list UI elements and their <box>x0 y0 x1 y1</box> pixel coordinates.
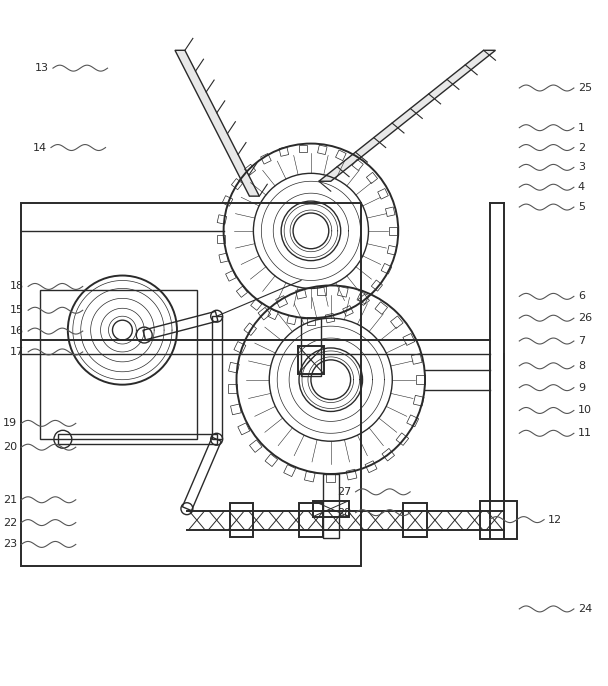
Bar <box>403 333 415 346</box>
Bar <box>40 290 197 439</box>
Text: 20: 20 <box>3 442 17 452</box>
Bar <box>389 227 397 235</box>
Bar <box>407 415 419 427</box>
Text: 6: 6 <box>578 292 585 301</box>
Text: 3: 3 <box>578 163 585 172</box>
Bar <box>284 464 295 477</box>
Text: 26: 26 <box>578 314 592 323</box>
Bar <box>58 434 216 445</box>
Bar <box>222 196 233 206</box>
Bar <box>403 503 427 537</box>
Bar <box>265 454 278 466</box>
Bar <box>382 449 395 461</box>
Text: 28: 28 <box>337 508 351 518</box>
Bar <box>216 235 224 243</box>
Bar <box>275 296 288 307</box>
Text: 10: 10 <box>578 405 592 416</box>
Bar <box>413 395 424 406</box>
Text: 5: 5 <box>578 202 585 212</box>
Bar <box>480 501 517 539</box>
Bar <box>357 292 369 304</box>
Bar <box>305 471 315 482</box>
Bar <box>279 147 289 156</box>
Text: 27: 27 <box>337 487 351 497</box>
Text: 19: 19 <box>3 418 17 428</box>
Bar <box>237 286 247 297</box>
Bar <box>381 263 392 274</box>
Text: 23: 23 <box>3 539 17 549</box>
Bar <box>325 314 335 323</box>
Bar <box>299 503 323 537</box>
Bar <box>230 503 254 537</box>
Bar <box>416 375 424 384</box>
Bar <box>358 294 370 305</box>
Bar <box>244 323 257 335</box>
Text: 21: 21 <box>3 495 17 505</box>
Text: 22: 22 <box>3 518 17 528</box>
Polygon shape <box>175 50 260 196</box>
Text: 14: 14 <box>33 143 47 152</box>
Bar <box>287 315 296 324</box>
Bar <box>337 287 348 297</box>
Bar <box>336 150 346 161</box>
Bar <box>21 203 361 566</box>
Text: 25: 25 <box>578 83 592 93</box>
Bar <box>396 433 409 445</box>
Text: 7: 7 <box>578 336 585 346</box>
Bar <box>298 346 324 374</box>
Text: 16: 16 <box>10 326 24 336</box>
Text: 8: 8 <box>578 361 585 371</box>
Bar <box>229 362 239 373</box>
Bar <box>385 207 395 217</box>
Bar <box>261 154 271 164</box>
Bar <box>371 280 382 291</box>
Text: 9: 9 <box>578 383 585 392</box>
Bar <box>352 159 363 170</box>
Bar <box>326 473 335 482</box>
Bar <box>412 353 422 364</box>
Text: 13: 13 <box>35 63 49 73</box>
Bar <box>313 501 348 517</box>
Bar <box>228 384 237 393</box>
Bar <box>367 172 378 183</box>
Bar <box>390 316 403 329</box>
Bar <box>219 253 229 263</box>
Text: 4: 4 <box>578 182 585 192</box>
Bar <box>226 270 236 281</box>
Bar <box>250 299 262 310</box>
Text: 2: 2 <box>578 143 585 152</box>
Bar <box>217 215 227 224</box>
Bar <box>343 305 353 316</box>
Polygon shape <box>319 50 496 181</box>
Bar <box>375 302 387 314</box>
Bar <box>244 164 255 176</box>
Bar <box>301 318 321 376</box>
Bar <box>295 288 306 299</box>
Text: 24: 24 <box>578 604 592 614</box>
Bar <box>307 317 315 325</box>
Text: 1: 1 <box>578 123 585 132</box>
Bar <box>232 178 243 190</box>
Bar <box>317 145 327 154</box>
Bar <box>346 469 357 480</box>
Bar <box>230 404 241 415</box>
Bar <box>238 423 250 435</box>
Bar <box>323 474 339 539</box>
Bar <box>365 461 377 473</box>
Bar <box>299 145 307 152</box>
Text: 11: 11 <box>578 428 592 438</box>
Text: 15: 15 <box>10 305 24 316</box>
Bar <box>268 309 278 320</box>
Bar <box>378 189 389 199</box>
Text: 12: 12 <box>548 514 562 525</box>
Bar <box>387 246 397 255</box>
Bar <box>258 307 271 320</box>
Text: 18: 18 <box>10 281 24 292</box>
Bar <box>249 440 262 452</box>
Bar <box>234 342 246 353</box>
Text: 17: 17 <box>10 347 24 357</box>
Bar <box>317 286 326 295</box>
